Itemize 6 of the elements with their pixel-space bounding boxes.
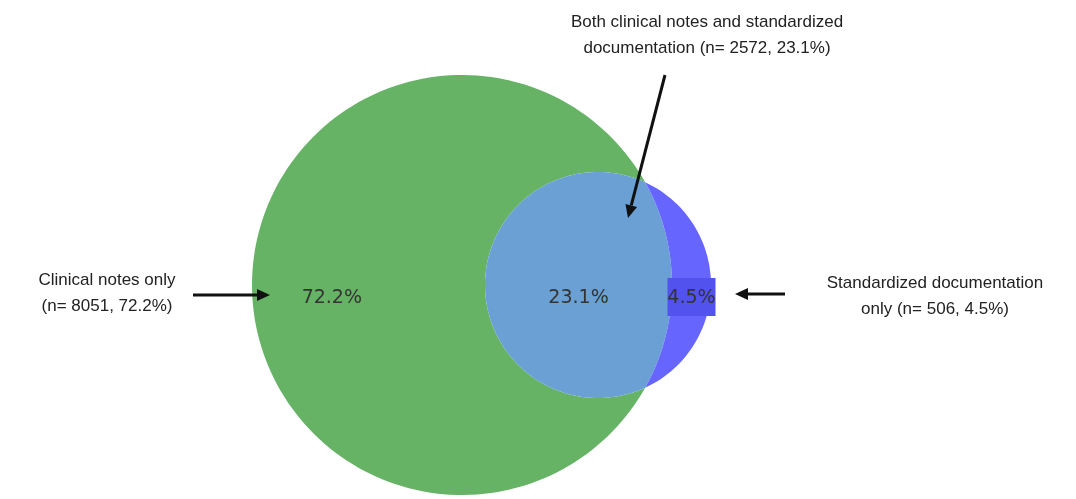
text: Standardized documentation only (n= 506, 4.5%) <box>826 273 1044 318</box>
text: Both clinical notes and standardized documentation (n= 2572, 23.1%) <box>570 12 844 57</box>
text: Clinical notes only (n= 8051, 72.2%) <box>38 270 176 315</box>
data-label: 4.5% <box>667 285 716 307</box>
data-label: 72.2% <box>301 285 362 307</box>
data-label: 23.1% <box>548 285 609 307</box>
